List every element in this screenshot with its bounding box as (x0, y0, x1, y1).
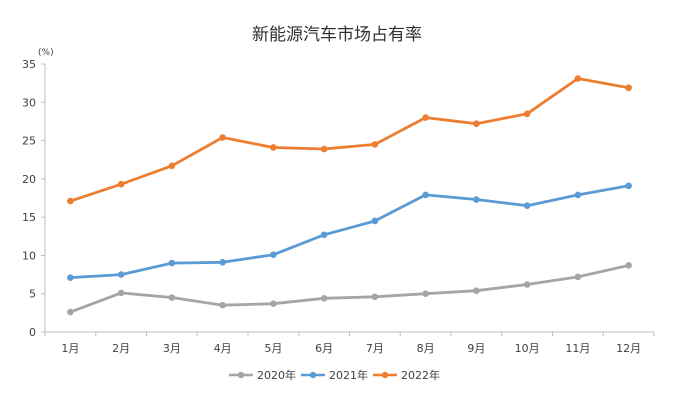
data-point (168, 259, 176, 267)
legend-marker (381, 371, 389, 379)
series-2022年 (67, 75, 632, 205)
data-point (320, 145, 328, 153)
x-tick-label: 7月 (366, 342, 384, 355)
legend-marker (237, 371, 245, 379)
x-tick-label: 5月 (264, 342, 282, 355)
data-point (523, 110, 531, 118)
data-point (320, 231, 328, 239)
legend-item: 2022年 (373, 368, 440, 382)
legend-item: 2020年 (229, 368, 296, 382)
legend-label: 2020年 (257, 368, 296, 382)
x-tick-label: 3月 (163, 342, 181, 355)
x-axis-ticks: 1月 2月 3月 4月 5月 6月 7月 8月 9月 10月 11月 12月 (44, 332, 655, 355)
x-tick-label: 8月 (417, 342, 435, 355)
series-2020年 (67, 262, 632, 316)
data-point (422, 290, 429, 298)
data-point (574, 191, 582, 199)
data-point (67, 308, 74, 316)
series-group (67, 75, 632, 316)
y-tick-label: 20 (22, 173, 36, 186)
series-line (69, 263, 630, 314)
data-point (523, 202, 531, 209)
x-tick-label: 9月 (467, 342, 485, 355)
data-point (473, 196, 480, 203)
series-line (69, 77, 630, 203)
series-line (69, 184, 630, 280)
y-tick-label: 25 (22, 135, 36, 148)
data-point (371, 217, 379, 225)
data-point (270, 144, 277, 151)
series-2021年 (67, 182, 632, 281)
data-point (67, 197, 74, 205)
data-point (473, 120, 480, 128)
chart-title: 新能源汽车市场占有率 (252, 25, 422, 45)
data-point (625, 262, 632, 269)
data-point (371, 293, 379, 301)
y-tick-label: 5 (29, 288, 36, 301)
legend: 2020年 2021年 2022年 (229, 368, 440, 382)
x-tick-label: 1月 (61, 342, 79, 355)
legend-label: 2021年 (329, 368, 368, 382)
data-point (574, 75, 582, 82)
data-point (219, 301, 226, 309)
y-tick-label: 15 (22, 211, 36, 224)
data-point (219, 259, 226, 266)
data-point (422, 114, 429, 121)
y-tick-label: 0 (29, 326, 36, 339)
y-tick-label: 35 (22, 58, 36, 71)
data-point (523, 281, 531, 288)
data-point (625, 182, 632, 190)
data-point (473, 287, 480, 294)
data-point (168, 294, 176, 301)
y-axis-unit: (%) (38, 48, 54, 58)
legend-marker (309, 371, 317, 379)
data-point (117, 180, 125, 188)
x-tick-label: 10月 (515, 342, 540, 355)
data-point (422, 191, 429, 199)
data-point (219, 134, 226, 141)
data-point (117, 271, 125, 278)
x-tick-label: 6月 (315, 342, 333, 355)
data-point (625, 84, 632, 92)
data-point (270, 300, 277, 307)
legend-label: 2022年 (401, 368, 440, 382)
y-tick-label: 10 (22, 249, 36, 262)
x-tick-label: 12月 (616, 342, 641, 355)
data-point (67, 274, 74, 281)
x-tick-label: 2月 (112, 342, 130, 355)
x-tick-label: 11月 (565, 342, 590, 355)
data-point (371, 141, 379, 148)
legend-item: 2021年 (301, 368, 368, 382)
data-point (168, 162, 176, 170)
data-point (117, 289, 125, 297)
data-point (320, 295, 328, 302)
data-point (574, 273, 582, 281)
data-point (270, 251, 277, 258)
x-tick-label: 4月 (214, 342, 232, 355)
y-axis-ticks: 0 5 10 15 20 25 30 35 (22, 58, 45, 339)
y-tick-label: 30 (22, 96, 36, 109)
